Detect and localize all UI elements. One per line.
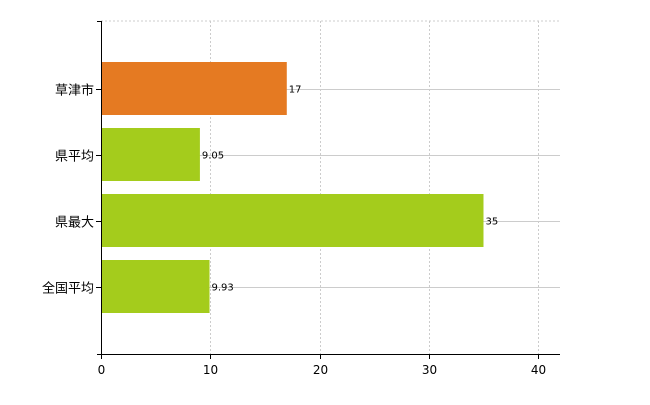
bar	[102, 260, 210, 313]
bar	[102, 128, 200, 181]
data-label: 9.93	[212, 283, 234, 294]
x-tick-label: 20	[313, 363, 328, 377]
x-tick-label: 0	[98, 363, 106, 377]
bar-layer	[102, 62, 484, 313]
x-tick-label: 30	[422, 363, 437, 377]
bar	[102, 194, 484, 247]
data-label: 17	[289, 85, 302, 96]
bar	[102, 62, 287, 115]
category-label: 全国平均	[42, 281, 94, 297]
category-label: 県平均	[55, 150, 94, 165]
data-label: 35	[486, 217, 499, 228]
data-label: 9.05	[202, 151, 224, 162]
category-label: 草津市	[55, 83, 94, 99]
axis-layer	[96, 21, 560, 359]
category-label: 県最大	[55, 216, 94, 231]
x-tick-label: 10	[203, 363, 218, 377]
x-tick-label: 40	[531, 363, 546, 377]
